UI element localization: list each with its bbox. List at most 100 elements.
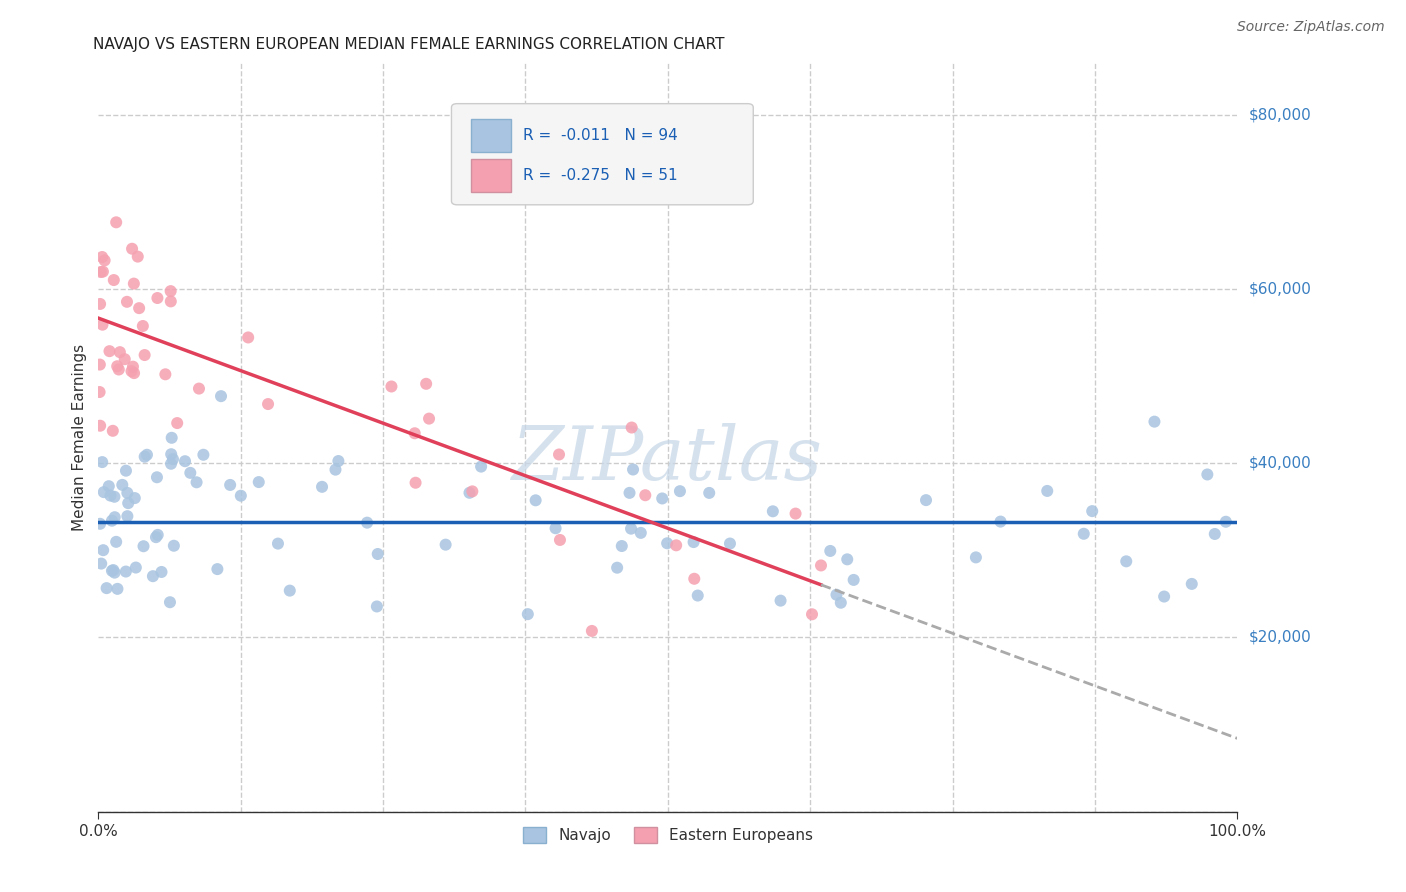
Point (188, 382, 211, 396)
Point (621, 462, 644, 476)
Point (257, 397, 280, 411)
Point (91, 265, 114, 279)
Point (278, 583, 301, 598)
Point (111, 478, 134, 492)
Point (101, 424, 124, 438)
Point (150, 565, 173, 579)
Point (461, 484, 484, 499)
Text: $80,000: $80,000 (1249, 107, 1312, 122)
Point (619, 486, 641, 500)
Point (90, 557, 112, 571)
Point (842, 573, 865, 587)
Point (1073, 526, 1095, 541)
Text: $40,000: $40,000 (1249, 456, 1312, 471)
Point (101, 514, 124, 528)
Point (247, 475, 270, 489)
Point (115, 565, 138, 579)
Legend: Navajo, Eastern Europeans: Navajo, Eastern Europeans (517, 821, 818, 849)
Point (136, 448, 159, 462)
Point (965, 550, 987, 565)
Text: R =  -0.275   N = 51: R = -0.275 N = 51 (523, 168, 678, 183)
Point (91, 455, 114, 469)
Point (89, 384, 111, 399)
Point (415, 376, 437, 391)
Point (98, 344, 121, 359)
Point (104, 510, 127, 524)
Point (105, 215, 128, 229)
FancyBboxPatch shape (451, 103, 754, 205)
Point (669, 484, 692, 499)
Point (238, 330, 260, 344)
Point (174, 454, 197, 468)
Point (107, 582, 129, 596)
Point (125, 560, 148, 574)
Point (163, 539, 186, 553)
Point (97, 479, 120, 493)
Point (311, 480, 333, 494)
Point (1143, 415, 1166, 429)
Point (193, 448, 215, 462)
Point (458, 485, 481, 500)
Point (134, 348, 156, 362)
Point (117, 496, 139, 510)
Point (1115, 554, 1137, 568)
Bar (471, 159, 510, 192)
Point (524, 493, 547, 508)
Point (101, 564, 124, 578)
Text: Source: ZipAtlas.com: Source: ZipAtlas.com (1237, 20, 1385, 34)
Text: $20,000: $20,000 (1249, 630, 1312, 645)
Point (1153, 590, 1175, 604)
Point (93, 485, 115, 500)
Point (128, 301, 150, 315)
Point (122, 359, 145, 374)
Point (155, 368, 177, 382)
Point (683, 572, 706, 586)
Point (142, 569, 165, 583)
Point (356, 516, 378, 530)
Text: $60,000: $60,000 (1249, 282, 1312, 296)
Point (115, 464, 138, 478)
Point (820, 544, 842, 558)
Point (620, 522, 643, 536)
Point (159, 294, 181, 309)
Point (620, 420, 643, 434)
Point (810, 558, 832, 573)
Point (105, 534, 128, 549)
Point (100, 489, 122, 503)
Point (544, 521, 567, 535)
Point (207, 562, 229, 576)
Point (516, 607, 538, 622)
Point (96, 581, 118, 595)
Point (127, 250, 149, 264)
Point (186, 475, 208, 490)
Point (267, 536, 290, 550)
Point (366, 599, 388, 614)
Point (121, 364, 143, 378)
Point (132, 318, 155, 333)
Point (89, 418, 111, 433)
Point (219, 478, 242, 492)
Point (404, 426, 426, 441)
Point (581, 624, 603, 638)
Point (122, 366, 145, 380)
Point (470, 459, 492, 474)
Y-axis label: Median Female Earnings: Median Female Earnings (72, 343, 87, 531)
Point (657, 536, 679, 550)
Point (160, 457, 183, 471)
Point (90, 265, 112, 279)
Point (651, 491, 673, 506)
Point (103, 566, 125, 580)
Point (229, 489, 252, 503)
Point (634, 488, 657, 502)
Point (1036, 483, 1059, 498)
Point (606, 560, 628, 574)
Point (915, 493, 938, 508)
Point (159, 284, 181, 298)
Point (686, 589, 709, 603)
Point (117, 486, 139, 500)
Point (159, 595, 181, 609)
Point (697, 486, 720, 500)
Bar (471, 120, 510, 153)
Point (1215, 515, 1237, 529)
Point (785, 507, 807, 521)
